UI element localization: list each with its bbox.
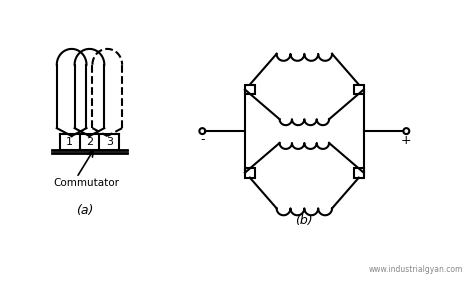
Bar	[354, 85, 364, 95]
Text: 1: 1	[66, 137, 73, 147]
Text: 2: 2	[86, 137, 93, 147]
Text: +: +	[401, 134, 411, 147]
Bar	[245, 85, 255, 95]
Text: Commutator: Commutator	[54, 178, 120, 188]
Bar	[354, 168, 364, 178]
Text: 3: 3	[106, 137, 113, 147]
Text: (a): (a)	[76, 204, 93, 217]
Text: www.industrialgyan.com: www.industrialgyan.com	[368, 265, 463, 274]
Text: (b): (b)	[295, 214, 313, 227]
Text: -: -	[200, 134, 205, 147]
Bar	[245, 168, 255, 178]
